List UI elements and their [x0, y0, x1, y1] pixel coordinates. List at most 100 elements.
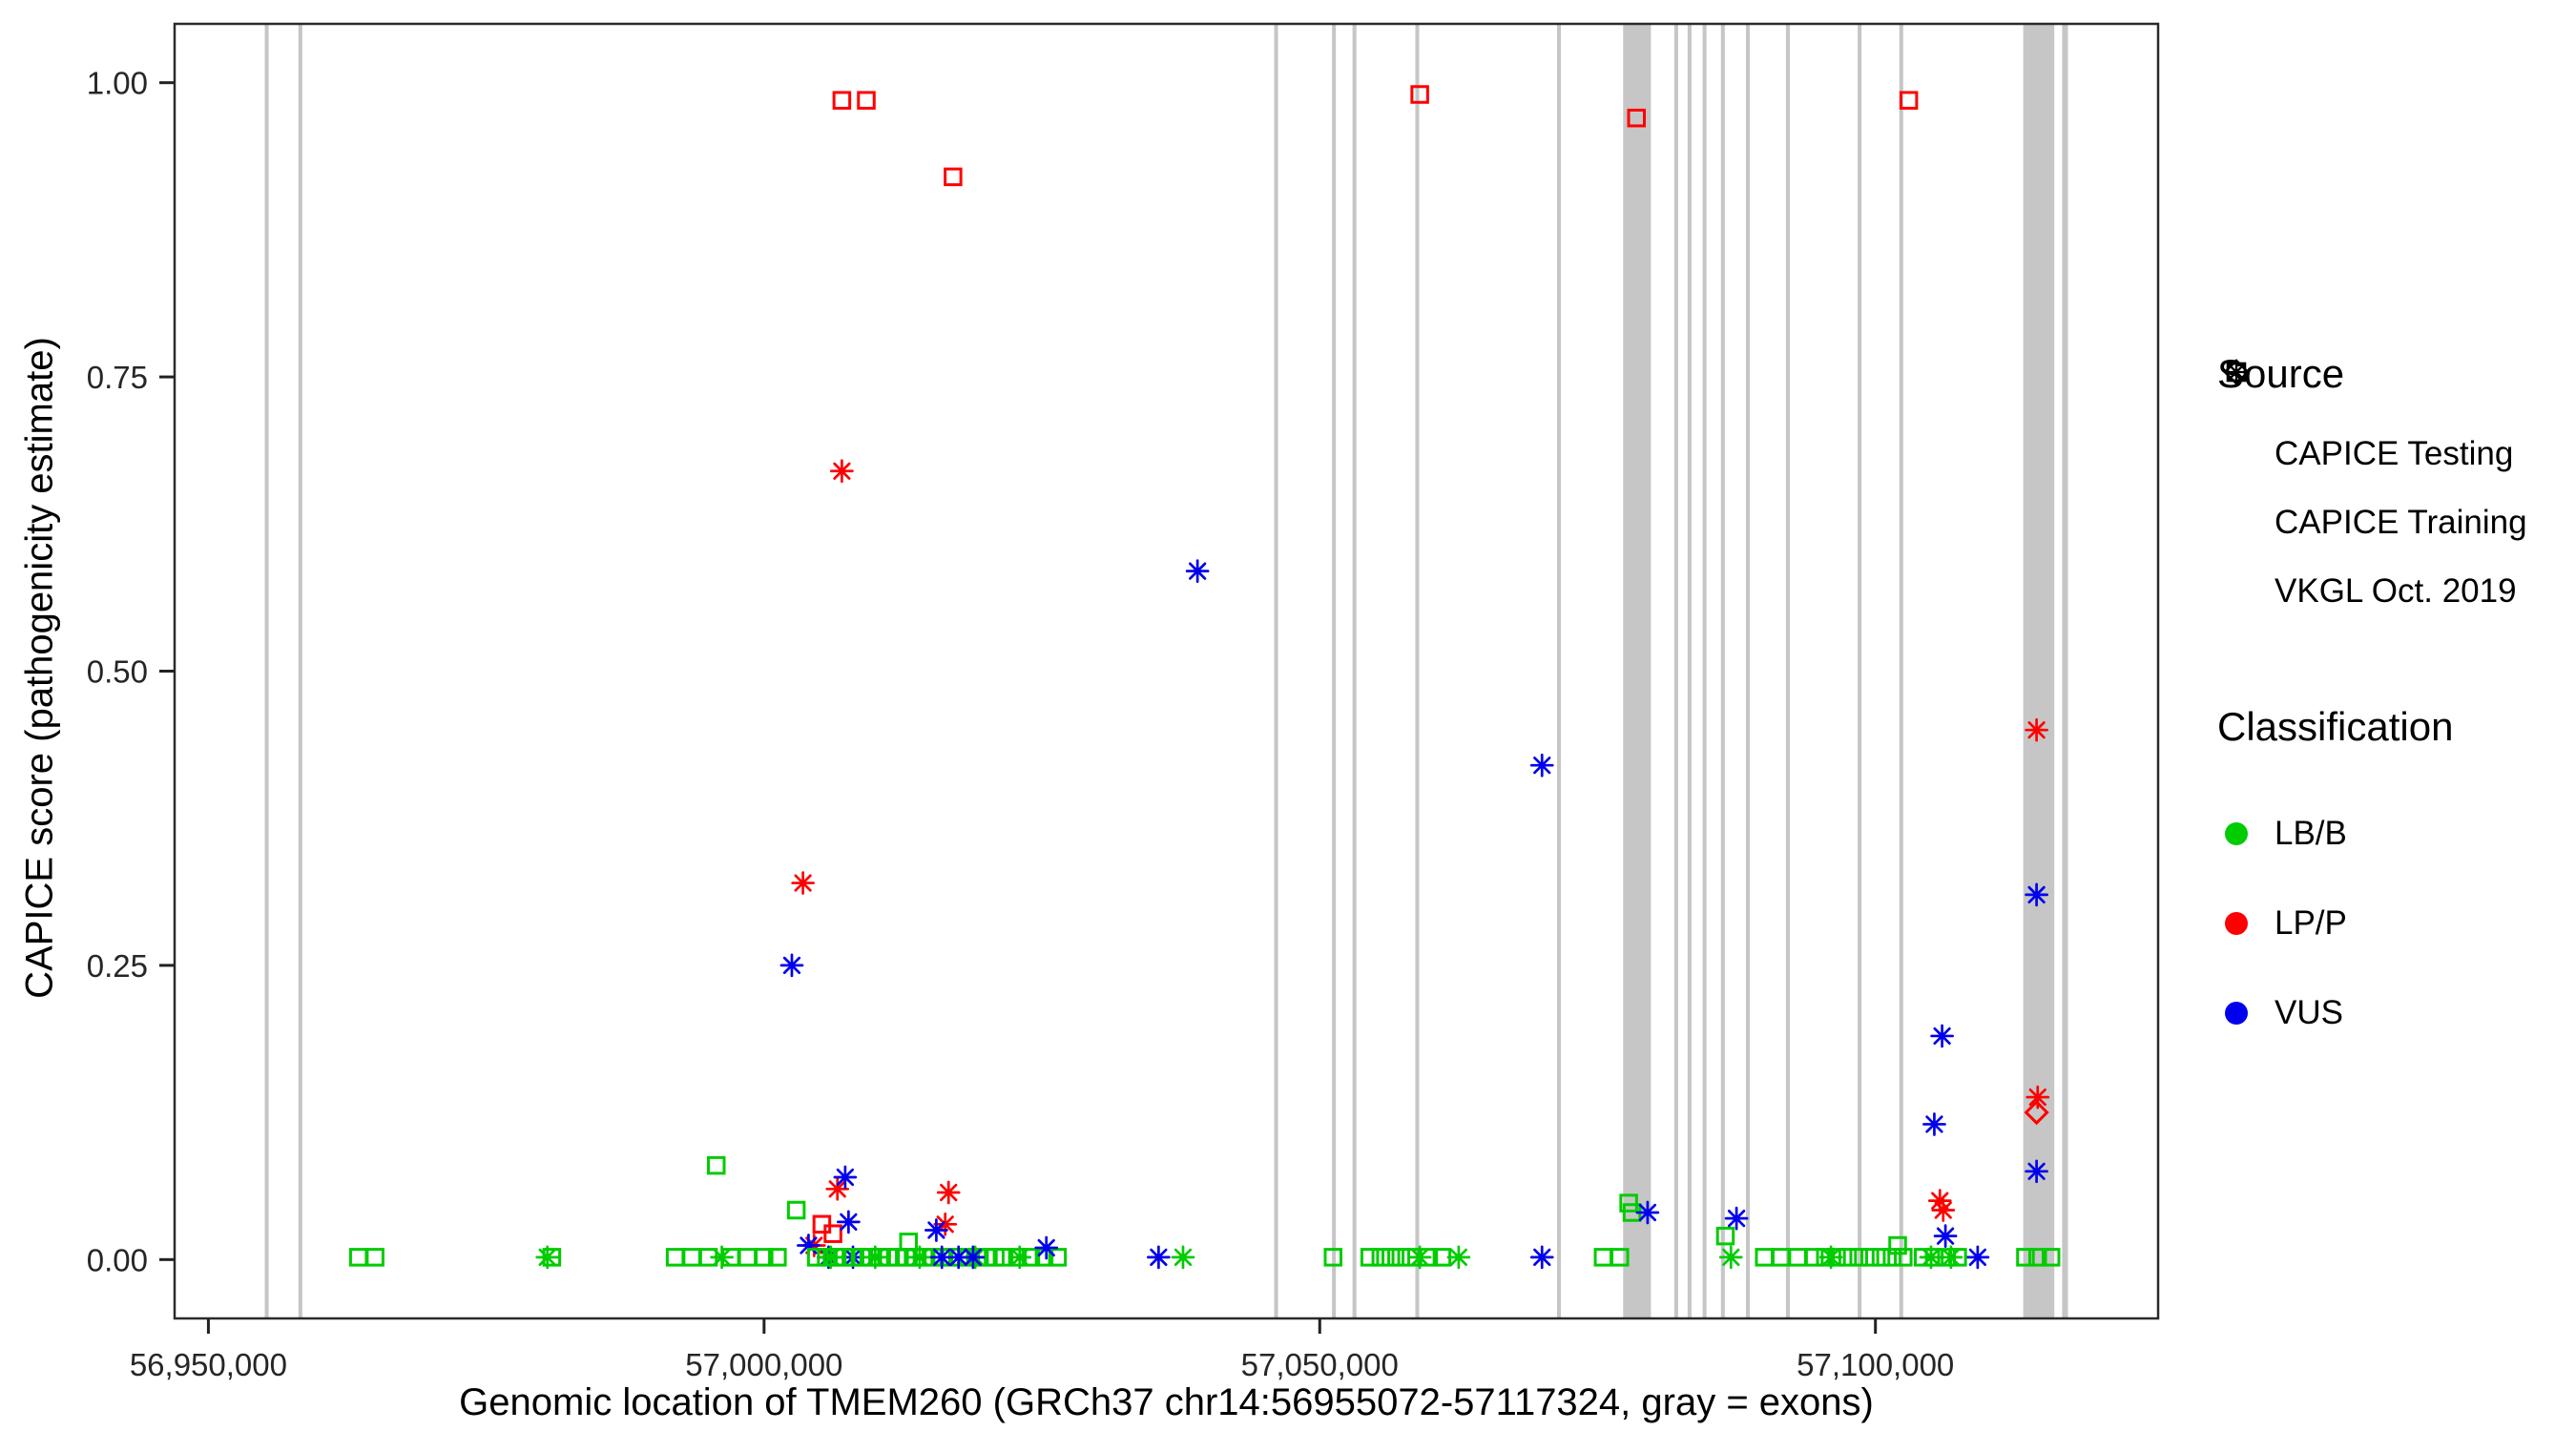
- data-point-asterisk: [929, 1245, 954, 1270]
- data-point-asterisk: [2025, 717, 2048, 742]
- data-point-asterisk: [1922, 1112, 1946, 1136]
- square-icon: [2215, 362, 2257, 544]
- data-point-asterisk: [819, 1245, 843, 1270]
- data-point-asterisk: [1927, 1189, 1952, 1213]
- data-point-asterisk: [1147, 1245, 1171, 1270]
- exon-bar: [1332, 24, 1337, 1318]
- exon-bar: [1274, 24, 1278, 1318]
- data-point-square: [944, 167, 963, 187]
- exon-bar: [2023, 24, 2055, 1318]
- data-point-asterisk: [2025, 882, 2048, 907]
- data-point-asterisk: [924, 1218, 948, 1242]
- data-point-square: [899, 1233, 919, 1252]
- data-point-asterisk: [837, 1210, 861, 1234]
- data-point-square: [365, 1248, 384, 1267]
- exon-bar: [1745, 24, 1751, 1318]
- exon-bar: [1702, 24, 1707, 1318]
- data-point-square: [1755, 1248, 1774, 1267]
- data-point-asterisk: [791, 871, 815, 895]
- legend-label-vkgl: VKGL Oct. 2019: [2275, 572, 2517, 610]
- exon-bar: [1785, 24, 1791, 1318]
- data-point-square: [737, 1248, 758, 1267]
- exon-bar: [1858, 24, 1862, 1318]
- y-tick-label: 1.00: [87, 66, 148, 101]
- data-point-asterisk: [1965, 1245, 1990, 1270]
- legend-label-lbb: LB/B: [2275, 815, 2347, 852]
- data-point-square: [2016, 1248, 2035, 1267]
- x-tick-label: 56,950,000: [130, 1347, 287, 1382]
- data-point-square: [665, 1248, 685, 1267]
- data-point-asterisk: [1919, 1245, 1943, 1270]
- data-point-square: [1788, 1248, 1807, 1267]
- red-dot-icon: [2225, 912, 2248, 935]
- data-point-square: [682, 1248, 701, 1267]
- exon-bar: [2062, 24, 2068, 1318]
- legend-item-capice-testing: CAPICE Testing: [2215, 359, 2570, 485]
- data-point-square: [832, 91, 852, 110]
- legend-item-lpp: LP/P: [2215, 893, 2570, 954]
- data-point-asterisk: [1724, 1206, 1749, 1231]
- data-point-asterisk: [936, 1180, 961, 1205]
- exon-bar: [1556, 24, 1562, 1318]
- legend-title-classification: Classification: [2217, 704, 2454, 749]
- data-point-asterisk: [1818, 1245, 1843, 1270]
- data-point-asterisk: [797, 1234, 821, 1257]
- data-point-square: [1860, 1248, 1880, 1267]
- data-point-square: [348, 1248, 368, 1267]
- data-point-square: [2041, 1248, 2061, 1267]
- data-point-square: [542, 1248, 562, 1267]
- x-axis-title: Genomic location of TMEM260 (GRCh37 chr1…: [459, 1381, 1874, 1423]
- data-point-asterisk: [946, 1245, 971, 1270]
- data-point-asterisk: [1529, 1245, 1554, 1270]
- exon-bar: [1352, 24, 1357, 1318]
- exon-bar: [1720, 24, 1725, 1318]
- y-axis: 0.00 0.25 0.50 0.75 1.00: [87, 66, 175, 1277]
- data-point-asterisk: [933, 1212, 958, 1236]
- legend-label-vus: VUS: [2275, 994, 2343, 1031]
- y-tick-label: 0.00: [87, 1242, 148, 1277]
- x-tick-label: 57,050,000: [1241, 1347, 1399, 1382]
- exon-bar: [1899, 24, 1903, 1318]
- data-point-square: [2028, 1248, 2047, 1267]
- data-point-asterisk: [2223, 359, 2250, 385]
- data-point-square: [1871, 1248, 1891, 1267]
- data-point-square: [1610, 1248, 1630, 1267]
- data-point-square: [755, 1248, 774, 1267]
- data-point-asterisk: [1933, 1224, 1958, 1248]
- exon-bar: [1673, 24, 1678, 1318]
- data-point-asterisk: [779, 953, 804, 978]
- data-point-asterisk: [1931, 1198, 1956, 1222]
- data-point-square: [1627, 108, 1647, 128]
- data-point-square: [1360, 1248, 1380, 1267]
- data-point-square: [1715, 1226, 1735, 1246]
- data-point-asterisk: [1939, 1245, 1963, 1270]
- data-point-square: [1593, 1248, 1613, 1267]
- exon-bar: [1415, 24, 1420, 1318]
- data-point-square: [823, 1224, 842, 1243]
- legend-item-vus: VUS: [2215, 983, 2570, 1044]
- data-point-asterisk: [1529, 753, 1554, 778]
- data-point-square: [857, 91, 876, 110]
- data-point-diamond: [2024, 1099, 2049, 1126]
- data-point-asterisk: [535, 1245, 560, 1270]
- data-point-square: [1899, 91, 1919, 110]
- data-point-asterisk: [2025, 1159, 2048, 1184]
- data-point-square: [786, 1200, 806, 1220]
- data-point-square: [768, 1248, 787, 1267]
- legend-item-vkgl: VKGL Oct. 2019: [2215, 359, 2570, 622]
- x-tick-label: 57,100,000: [1797, 1347, 1954, 1382]
- green-dot-icon: [2225, 822, 2248, 845]
- data-point-square: [1391, 1248, 1411, 1267]
- data-point-asterisk: [907, 1245, 932, 1270]
- data-point-asterisk: [862, 1245, 887, 1270]
- data-point-asterisk: [1185, 559, 1210, 583]
- data-point-asterisk: [1718, 1245, 1743, 1270]
- y-tick-label: 0.50: [87, 654, 148, 690]
- data-point-asterisk: [830, 459, 854, 484]
- diamond-icon: [2215, 359, 2257, 475]
- data-point-asterisk: [833, 1165, 858, 1190]
- data-point-square: [1894, 1248, 1913, 1267]
- legend: Source CAPICE Testing CAPICE Training VK…: [2215, 351, 2570, 1072]
- data-point-asterisk: [1171, 1245, 1195, 1270]
- legend-group-source: Source CAPICE Testing CAPICE Training VK…: [2215, 351, 2570, 622]
